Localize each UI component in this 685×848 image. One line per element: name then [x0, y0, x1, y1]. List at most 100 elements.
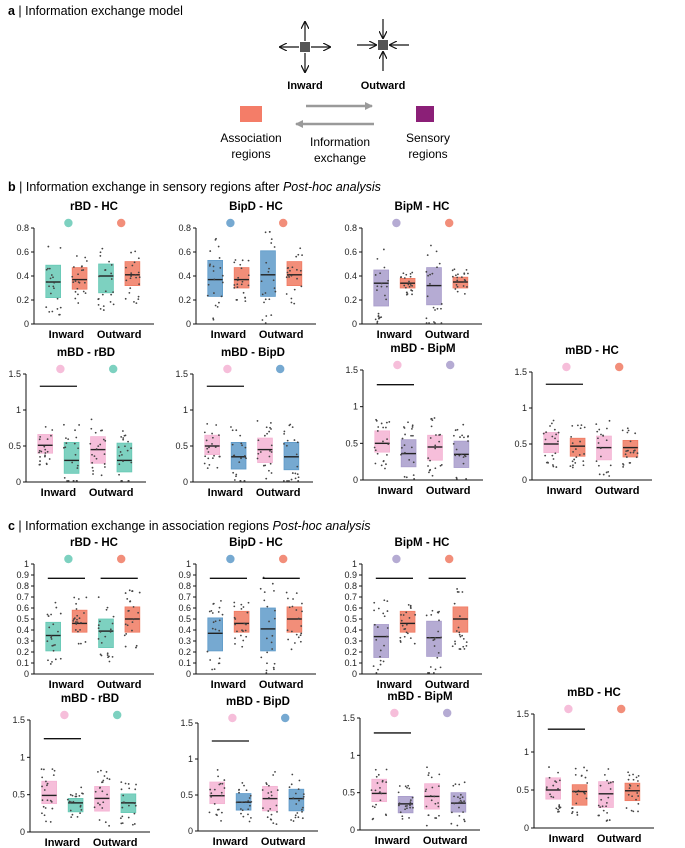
data-point — [76, 287, 79, 290]
box-BipM-Inward — [372, 599, 389, 674]
box-rect — [569, 437, 586, 457]
data-point — [74, 429, 76, 432]
data-point — [118, 463, 121, 466]
x-category-label: Outward — [426, 485, 471, 497]
data-point — [218, 606, 221, 609]
y-tick-label: 0.8 — [344, 223, 357, 233]
x-category-label: Inward — [49, 329, 84, 341]
data-point — [235, 429, 238, 432]
data-point — [427, 774, 430, 777]
data-point — [544, 438, 547, 441]
data-point — [80, 265, 83, 268]
y-tick-label: 0.7 — [178, 592, 191, 602]
data-point — [100, 429, 102, 432]
data-point — [426, 295, 429, 298]
data-point — [411, 284, 414, 287]
data-point — [71, 794, 74, 797]
data-point — [609, 464, 612, 467]
data-point — [404, 805, 407, 808]
data-point — [256, 420, 259, 422]
data-point — [404, 433, 406, 436]
data-point — [385, 421, 388, 424]
chart-panel-9: 00.10.20.30.40.50.60.70.80.91 BipD - HC In… — [178, 537, 316, 691]
group-marker-mBD — [56, 364, 65, 374]
data-point — [438, 773, 441, 776]
data-point — [411, 427, 413, 430]
data-point — [462, 285, 465, 287]
box-rect — [288, 788, 305, 812]
data-point — [265, 637, 268, 640]
data-point — [135, 783, 137, 786]
data-point — [413, 642, 416, 645]
data-point — [79, 628, 81, 631]
data-point — [43, 814, 46, 817]
data-point — [124, 297, 127, 300]
data-point — [451, 645, 454, 648]
y-tick-label: 0.2 — [16, 295, 29, 305]
data-point — [45, 306, 48, 309]
data-point — [66, 798, 69, 801]
box-rBD-Inward — [45, 245, 62, 316]
data-point — [240, 283, 243, 286]
data-point — [97, 627, 100, 630]
data-point — [216, 306, 219, 308]
data-point — [557, 810, 559, 813]
data-point — [264, 298, 267, 301]
data-point — [112, 303, 115, 306]
chart-panel-10: 00.10.20.30.40.50.60.70.80.91 BipM - HC In… — [344, 537, 482, 691]
data-point — [244, 446, 247, 449]
data-point — [430, 614, 433, 616]
box-HC-Inward — [71, 596, 88, 645]
data-point — [91, 453, 93, 456]
data-point — [50, 636, 53, 639]
data-point — [75, 620, 77, 623]
y-tick-label: 0 — [188, 826, 193, 836]
data-point — [100, 642, 103, 644]
data-point — [405, 611, 408, 614]
data-point — [220, 820, 222, 822]
data-point — [403, 635, 406, 638]
data-point — [129, 277, 132, 280]
data-point — [76, 464, 79, 467]
data-point — [462, 645, 465, 648]
data-point — [244, 296, 246, 299]
data-point — [596, 430, 599, 433]
data-point — [635, 798, 637, 801]
data-point — [268, 298, 271, 301]
data-point — [245, 789, 248, 792]
data-point — [106, 777, 109, 780]
data-point — [57, 630, 59, 633]
data-point — [250, 816, 252, 819]
data-point — [276, 789, 279, 792]
data-point — [285, 444, 288, 447]
data-point — [47, 615, 50, 617]
data-point — [206, 294, 209, 297]
data-point — [635, 456, 638, 459]
chart-panel-2: 0 0.2 0.4 0.6 0.8 BipD - HC Inward Outward — [178, 201, 316, 341]
data-point — [123, 634, 126, 637]
data-point — [270, 472, 273, 474]
data-point — [451, 275, 454, 278]
data-point — [46, 782, 49, 785]
box-rect — [67, 798, 84, 813]
outward-model-label: Outward — [361, 80, 406, 92]
data-point — [624, 453, 627, 456]
chart-title: BipD - HC — [229, 201, 283, 213]
data-point — [544, 454, 547, 457]
data-point — [76, 467, 79, 469]
data-point — [124, 592, 127, 594]
x-category-label: Outward — [97, 679, 142, 691]
data-point — [241, 809, 244, 812]
data-point — [269, 422, 272, 424]
data-point — [627, 771, 630, 774]
data-point — [296, 812, 299, 814]
data-point — [407, 603, 410, 606]
data-point — [301, 810, 303, 813]
data-point — [46, 613, 49, 616]
y-tick-label: 1.5 — [175, 369, 188, 379]
box-rBD-Inward — [66, 786, 84, 818]
box-mBD-Inward — [37, 425, 54, 466]
data-point — [214, 304, 217, 307]
data-point — [44, 452, 47, 454]
data-point — [379, 659, 382, 662]
